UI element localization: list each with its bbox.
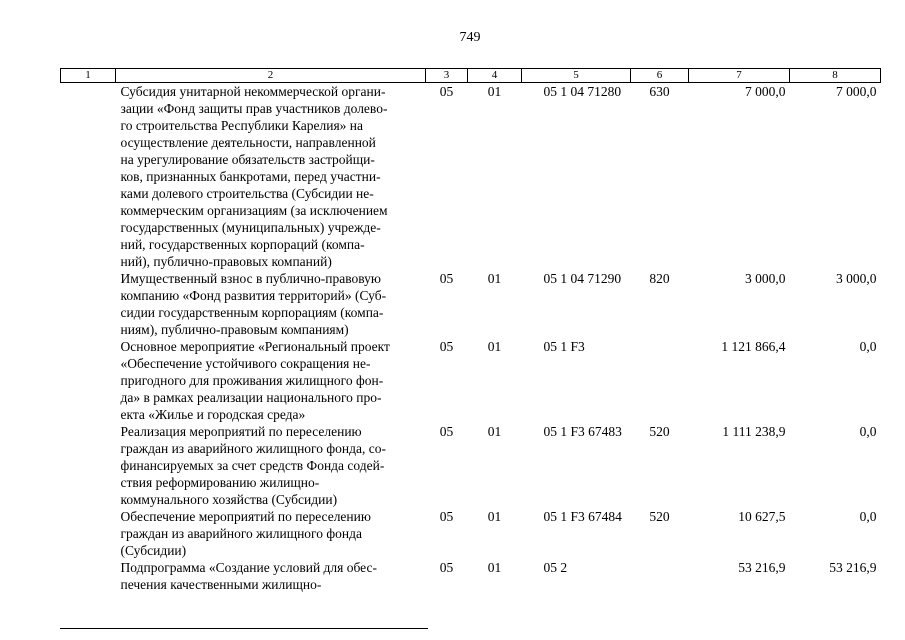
header-cell-5: 5: [521, 68, 631, 83]
cell-subsection: 01: [487, 84, 502, 99]
cell-expense-type: 520: [649, 424, 670, 439]
table-bottom-rule: [60, 628, 428, 629]
cell-section: 05: [439, 560, 454, 575]
cell-description: Имущественный взнос в публично-правовую …: [120, 271, 387, 337]
cell-target-code: 05 2: [543, 560, 568, 575]
header-cell-3: 3: [425, 68, 468, 83]
header-cell-2: 2: [115, 68, 426, 83]
header-cell-1: 1: [60, 68, 116, 83]
header-cell-4: 4: [467, 68, 522, 83]
cell-expense-type: [631, 559, 689, 593]
cell-amount-1: 3 000,0: [745, 271, 786, 286]
cell-target-code: 05 1 F3 67483: [543, 424, 622, 439]
cell-target-code: 05 1 F3: [543, 339, 585, 354]
table-row: Обеспечение мероприятий по переселению г…: [61, 508, 881, 559]
table-row: Основное мероприятие «Региональный проек…: [61, 338, 881, 423]
cell-subsection: 01: [487, 271, 502, 286]
cell-description: Реализация мероприятий по переселению гр…: [120, 424, 386, 507]
cell-col1: [61, 338, 116, 423]
cell-amount-1: 1 111 238,9: [722, 424, 786, 439]
cell-expense-type: [631, 338, 689, 423]
cell-section: 05: [439, 424, 454, 439]
cell-amount-1: 53 216,9: [738, 560, 786, 575]
cell-expense-type: 820: [649, 271, 670, 286]
cell-target-code: 05 1 F3 67484: [543, 509, 622, 524]
cell-col1: [61, 508, 116, 559]
table-row: Реализация мероприятий по переселению гр…: [61, 423, 881, 508]
cell-expense-type: 520: [649, 509, 670, 524]
cell-subsection: 01: [487, 509, 502, 524]
cell-section: 05: [439, 271, 454, 286]
cell-subsection: 01: [487, 560, 502, 575]
cell-description: Основное мероприятие «Региональный проек…: [120, 339, 390, 422]
cell-section: 05: [439, 84, 454, 99]
cell-description: Обеспечение мероприятий по переселению г…: [120, 509, 371, 558]
table-row: Субсидия унитарной некоммерческой органи…: [61, 83, 881, 271]
cell-description: Субсидия унитарной некоммерческой органи…: [120, 84, 388, 269]
cell-col1: [61, 270, 116, 338]
cell-amount-2: 0,0: [859, 424, 877, 439]
cell-amount-1: 1 121 866,4: [721, 339, 786, 354]
cell-section: 05: [439, 509, 454, 524]
cell-target-code: 05 1 04 71280: [543, 84, 622, 99]
cell-amount-1: 7 000,0: [745, 84, 786, 99]
cell-amount-2: 7 000,0: [836, 84, 877, 99]
table-row: Подпрограмма «Создание условий для обес-…: [61, 559, 881, 593]
page-number: 749: [459, 30, 481, 45]
cell-amount-2: 53 216,9: [829, 560, 877, 575]
cell-amount-2: 0,0: [859, 509, 877, 524]
table-header-row: 1 2 3 4 5 6 7 8: [60, 68, 881, 83]
header-cell-8: 8: [789, 68, 881, 83]
table-row: Имущественный взнос в публично-правовую …: [61, 270, 881, 338]
header-cell-6: 6: [630, 68, 689, 83]
budget-table: 1 2 3 4 5 6 7 8 Субсидия унитарной неком…: [60, 68, 881, 593]
cell-amount-2: 3 000,0: [836, 271, 877, 286]
cell-amount-1: 10 627,5: [738, 509, 786, 524]
cell-expense-type: 630: [649, 84, 670, 99]
cell-description: Подпрограмма «Создание условий для обес-…: [120, 560, 378, 592]
cell-amount-2: 0,0: [859, 339, 877, 354]
cell-target-code: 05 1 04 71290: [543, 271, 622, 286]
cell-col1: [61, 423, 116, 508]
cell-subsection: 01: [487, 339, 502, 354]
cell-section: 05: [439, 339, 454, 354]
cell-col1: [61, 559, 116, 593]
cell-col1: [61, 83, 116, 271]
cell-subsection: 01: [487, 424, 502, 439]
header-cell-7: 7: [688, 68, 790, 83]
